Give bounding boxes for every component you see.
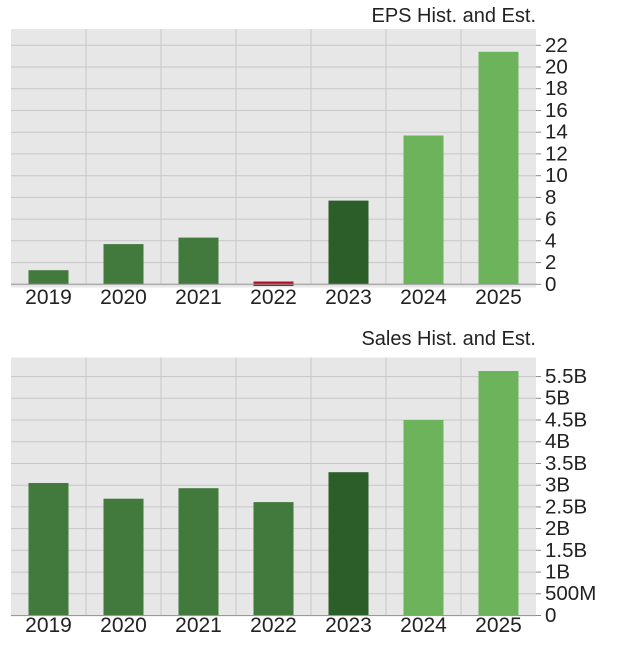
svg-text:Sales Hist. and Est.: Sales Hist. and Est.: [361, 328, 536, 350]
svg-text:4B: 4B: [545, 430, 570, 453]
svg-text:2020: 2020: [100, 286, 147, 309]
svg-text:2021: 2021: [175, 286, 222, 309]
svg-text:2022: 2022: [250, 614, 297, 637]
svg-text:0: 0: [545, 604, 556, 627]
svg-text:5B: 5B: [545, 387, 570, 410]
svg-text:500M: 500M: [545, 582, 596, 605]
svg-text:2023: 2023: [325, 614, 372, 637]
svg-text:18: 18: [545, 77, 568, 100]
svg-text:14: 14: [545, 121, 568, 144]
svg-text:2019: 2019: [25, 286, 72, 309]
svg-text:EPS Hist. and Est.: EPS Hist. and Est.: [371, 5, 536, 27]
svg-text:6: 6: [545, 208, 556, 231]
svg-text:3.5B: 3.5B: [545, 452, 587, 475]
svg-text:2024: 2024: [400, 286, 447, 309]
svg-text:5.5B: 5.5B: [545, 365, 587, 388]
svg-text:2024: 2024: [400, 614, 447, 637]
svg-text:2.5B: 2.5B: [545, 495, 587, 518]
svg-text:3B: 3B: [545, 474, 570, 497]
svg-text:4: 4: [545, 229, 556, 252]
svg-text:2022: 2022: [250, 286, 297, 309]
svg-text:10: 10: [545, 164, 568, 187]
svg-text:2: 2: [545, 251, 556, 274]
svg-text:2025: 2025: [475, 286, 522, 309]
svg-text:1B: 1B: [545, 561, 570, 584]
svg-text:4.5B: 4.5B: [545, 408, 587, 431]
svg-text:2020: 2020: [100, 614, 147, 637]
svg-text:2025: 2025: [475, 614, 522, 637]
svg-text:2021: 2021: [175, 614, 222, 637]
svg-text:20: 20: [545, 56, 568, 79]
svg-text:0: 0: [545, 273, 556, 296]
svg-text:2023: 2023: [325, 286, 372, 309]
svg-text:12: 12: [545, 142, 568, 165]
svg-text:22: 22: [545, 34, 568, 57]
svg-text:16: 16: [545, 99, 568, 122]
svg-text:2019: 2019: [25, 614, 72, 637]
svg-text:1.5B: 1.5B: [545, 539, 587, 562]
svg-text:8: 8: [545, 186, 556, 209]
svg-text:2B: 2B: [545, 517, 570, 540]
